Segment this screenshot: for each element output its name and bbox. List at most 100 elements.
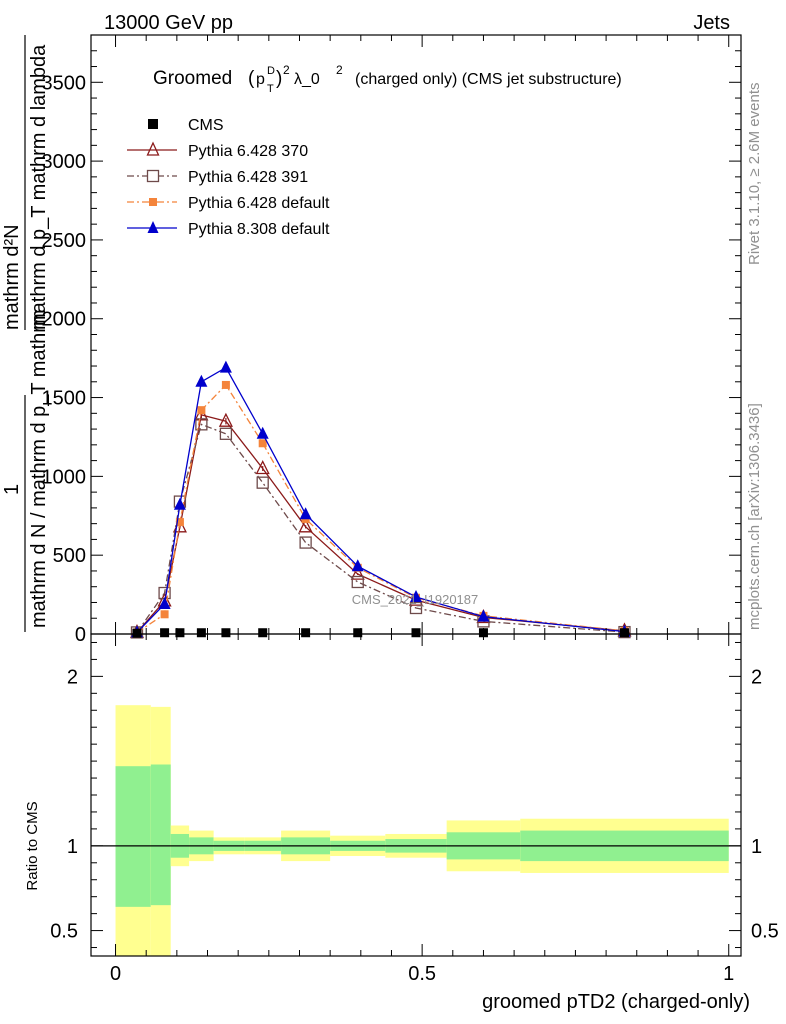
series-point-pythia-8-308-default: [173, 497, 186, 510]
series-point-pythia-6-428-default: [258, 439, 267, 448]
series-point-pythia-8-308-default: [219, 360, 232, 373]
series-point-cms: [353, 628, 363, 638]
series-point-pythia-6-428-370: [350, 565, 365, 580]
mcplots-source-label: mcplots.cern.ch [arXiv:1306.3436]: [746, 403, 763, 630]
legend-marker-pythia6-default: [149, 198, 157, 206]
series-point-pythia-8-308-default: [410, 589, 422, 602]
series-point-pythia-6-428-391: [351, 575, 364, 589]
series-pythia-6-428-391: [130, 418, 631, 639]
ylabel-fraction-one: 1: [1, 484, 23, 495]
legend-marker-cms: [148, 119, 158, 129]
main-y-tick-label: 3000: [42, 151, 87, 173]
main-y-tick-label: 0: [75, 624, 86, 646]
main-y-tick-label: 1000: [42, 466, 87, 488]
series-point-cms: [619, 628, 629, 638]
series-point-pythia-8-308-default: [299, 507, 312, 520]
analysis-watermark: CMS_2021_I1920187: [352, 592, 479, 607]
ratio-y-axis: 0.5 0.5 1 1 2 2: [50, 641, 779, 949]
series-point-cms: [221, 628, 231, 638]
main-y-tick-label: 2500: [42, 230, 87, 252]
legend-marker-pythia8-default: [147, 221, 159, 233]
ratio-plot-frame: [90, 633, 742, 957]
category-label: Jets: [693, 12, 730, 34]
ratio-x-tick-label: 1: [723, 963, 734, 985]
series-point-pythia-8-308-default: [477, 609, 490, 622]
ratio-x-tick-label: 0.5: [408, 963, 436, 985]
series-point-cms: [196, 628, 206, 638]
legend-label-pythia6-370: Pythia 6.428 370: [188, 143, 308, 160]
main-series-layer: [129, 360, 632, 639]
series-point-pythia-8-308-default: [158, 597, 171, 610]
series-point-pythia-6-428-391: [299, 536, 312, 549]
main-title: Groomed ( p D T ) 2 λ_0 2 (charged only)…: [153, 63, 622, 95]
legend-entry-pythia6-391: Pythia 6.428 391: [127, 169, 308, 186]
main-y-tick-label: 3500: [42, 72, 87, 94]
legend-marker-pythia6-391: [146, 169, 160, 183]
legend-entry-cms: CMS: [148, 117, 224, 134]
series-point-cms: [160, 628, 170, 638]
series-point-pythia-6-428-default: [160, 610, 169, 619]
series-cms: [132, 628, 629, 638]
legend-label-pythia6-default: Pythia 6.428 default: [188, 195, 330, 212]
ratio-y-tick-label: 1: [67, 836, 78, 858]
series-point-cms: [411, 628, 421, 638]
series-point-cms: [258, 628, 268, 638]
ratio-x-axis: 0 0.5 1: [110, 634, 734, 985]
x-axis-label: groomed pTD2 (charged-only): [482, 991, 750, 1013]
title-prefix: Groomed: [153, 68, 232, 89]
ylabel-denominator: mathrm d N / mathrm d p_T mathrm: [28, 309, 50, 628]
title-p-sup: D: [267, 65, 275, 77]
series-point-pythia-6-428-default: [197, 406, 206, 415]
title-lambda: λ_0: [294, 71, 320, 88]
ratio-y-tick-label-right: 1: [751, 836, 762, 858]
series-point-pythia-6-428-391: [256, 476, 269, 489]
title-paren-close: ): [276, 68, 282, 89]
title-suffix: (charged only) (CMS jet substructure): [355, 71, 622, 88]
series-point-pythia-8-308-default: [351, 559, 364, 572]
rivet-version-label: Rivet 3.1.10, ≥ 2.6M events: [746, 83, 763, 266]
series-point-pythia-6-428-391: [409, 601, 423, 615]
main-plot-panel: CMS_2021_I1920187 0 500 1000 1500 2000 2500 30…: [1, 34, 742, 646]
series-point-pythia-6-428-370: [298, 518, 313, 533]
legend-entry-pythia6-370: Pythia 6.428 370: [127, 141, 308, 160]
main-y-tick-label: 500: [53, 545, 86, 567]
main-y-axis: 0 500 1000 1500 2000 2500 3000 3500: [42, 50, 741, 646]
ratio-y-tick-label: 2: [67, 666, 78, 688]
series-point-pythia-8-308-default: [195, 374, 208, 387]
ratio-y-tick-label-right: 2: [751, 666, 762, 688]
title-p-sub: T: [267, 83, 274, 95]
ratio-y-tick-label-right: 0.5: [751, 921, 779, 943]
series-point-cms: [301, 628, 311, 638]
title-p: p: [256, 71, 265, 88]
series-point-pythia-6-428-391: [219, 427, 233, 440]
series-point-pythia-6-428-370: [218, 412, 233, 427]
title-sq: 2: [283, 63, 290, 77]
main-x-axis-ticks: [115, 35, 730, 634]
ratio-plot-panel: 0.5 0.5 1 1 2 2 0 0.5 1 Ratio to CMS groomed pT…: [24, 633, 779, 1013]
legend-entry-pythia6-default: Pythia 6.428 default: [127, 195, 330, 212]
ratio-band-inner: [115, 766, 151, 907]
series-point-pythia-6-428-370: [255, 460, 270, 475]
legend: CMS Pythia 6.428 370 Pythia 6.428 391 Py…: [127, 117, 330, 238]
energy-label: 13000 GeV pp: [104, 12, 233, 34]
legend-label-cms: CMS: [188, 117, 224, 134]
ylabel-numerator-2: mathrm d p_T mathrm d lambda: [28, 44, 50, 330]
series-point-pythia-6-428-default: [175, 518, 184, 527]
main-y-tick-label: 1500: [42, 388, 87, 410]
legend-label-pythia6-391: Pythia 6.428 391: [188, 169, 308, 186]
legend-label-pythia8-default: Pythia 8.308 default: [188, 221, 330, 238]
series-point-pythia-6-428-391: [158, 586, 171, 600]
main-y-tick-label: 2000: [42, 309, 87, 331]
main-y-axis-label: mathrm d²N mathrm d p_T mathrm d lambda …: [1, 35, 50, 632]
series-point-pythia-6-428-391: [195, 418, 208, 431]
series-point-cms: [175, 628, 185, 638]
series-point-cms: [132, 628, 142, 638]
title-lambda-sup: 2: [336, 63, 343, 77]
series-point-pythia-8-308-default: [256, 426, 269, 439]
ratio-uncertainty-bands: [115, 705, 729, 956]
title-paren-open: (: [248, 68, 255, 89]
ratio-band-inner: [150, 764, 171, 906]
ratio-y-axis-label: Ratio to CMS: [24, 801, 41, 890]
ylabel-numerator: mathrm d²N: [1, 224, 23, 330]
